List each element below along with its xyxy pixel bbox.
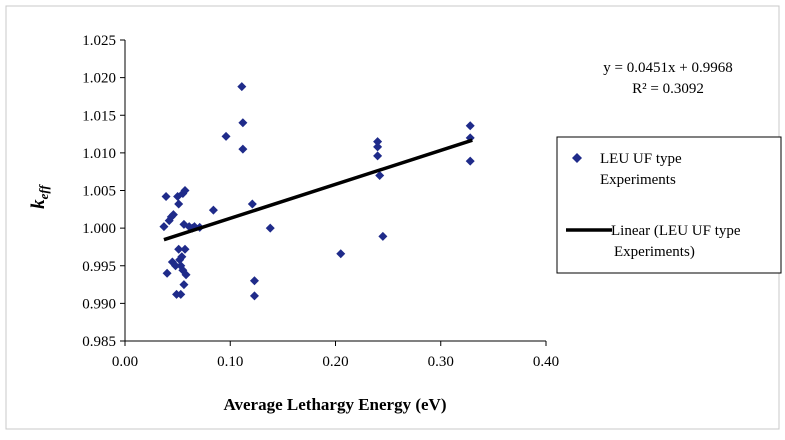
data-point [265, 223, 275, 233]
data-point [465, 121, 475, 131]
data-point [159, 222, 169, 232]
data-point [171, 261, 181, 271]
data-point [373, 137, 383, 147]
y-axis-title: keff [28, 183, 51, 208]
y-tick-label: 1.000 [82, 221, 116, 237]
legend-trendline-label-line2: Experiments) [614, 244, 695, 260]
y-tick-label: 1.005 [82, 184, 116, 200]
data-point [174, 199, 184, 209]
x-axis-title: Average Lethargy Energy (eV) [224, 395, 447, 414]
trendline [163, 138, 473, 242]
legend-box [556, 136, 782, 274]
y-tick-group: 0.985 0.990 0.995 1.000 1.005 1.010 1.015 1.020… [82, 33, 125, 350]
legend-marker-diamond [572, 153, 582, 163]
x-tick-label: 0.30 [428, 354, 454, 370]
data-point [247, 199, 257, 209]
y-tick-label: 1.020 [82, 71, 116, 87]
x-tick-label: 0.40 [533, 354, 559, 370]
data-point [336, 249, 346, 259]
y-tick-label: 0.990 [82, 296, 116, 312]
y-tick-label: 0.995 [82, 259, 116, 275]
data-point [162, 268, 172, 278]
y-axis-title-main: k [28, 199, 49, 209]
y-tick-label: 1.010 [82, 146, 116, 162]
data-point [180, 244, 190, 254]
data-point [168, 210, 178, 220]
data-point [161, 192, 171, 202]
trendline-r-squared: R² = 0.3092 [632, 81, 704, 97]
x-tick-label: 0.10 [217, 354, 243, 370]
legend-trendline-label-line1: Linear (LEU UF type [611, 223, 741, 239]
y-tick-label: 1.015 [82, 108, 116, 124]
data-point [378, 231, 388, 241]
data-point [181, 270, 191, 280]
data-point [180, 186, 190, 195]
data-point [208, 205, 218, 215]
x-tick-label: 0.00 [112, 354, 138, 370]
data-point [249, 276, 259, 286]
y-tick-label: 1.025 [82, 33, 116, 49]
data-point [177, 252, 187, 262]
data-point [237, 82, 247, 92]
x-tick-group: 0.00 0.10 0.20 0.30 0.40 [112, 341, 559, 370]
data-point [238, 144, 248, 154]
y-tick-label: 0.985 [82, 334, 116, 350]
data-points [159, 82, 475, 301]
data-point [375, 170, 385, 180]
data-point [179, 280, 189, 290]
legend-series-label-line2: Experiments [600, 172, 676, 188]
data-point [238, 118, 248, 128]
data-point [174, 244, 184, 254]
x-tick-label: 0.20 [322, 354, 348, 370]
trendline-equation: y = 0.0451x + 0.9968 [603, 60, 732, 76]
y-axis-title-sub: eff [36, 183, 51, 199]
legend-series-label-line1: LEU UF type [600, 151, 682, 167]
data-point [221, 131, 231, 141]
data-point [249, 291, 259, 301]
data-point [465, 156, 475, 166]
data-point [176, 289, 186, 299]
data-point [373, 142, 383, 152]
data-point [373, 151, 383, 161]
legend: LEU UF type Experiments Linear (LEU UF t… [556, 136, 782, 274]
